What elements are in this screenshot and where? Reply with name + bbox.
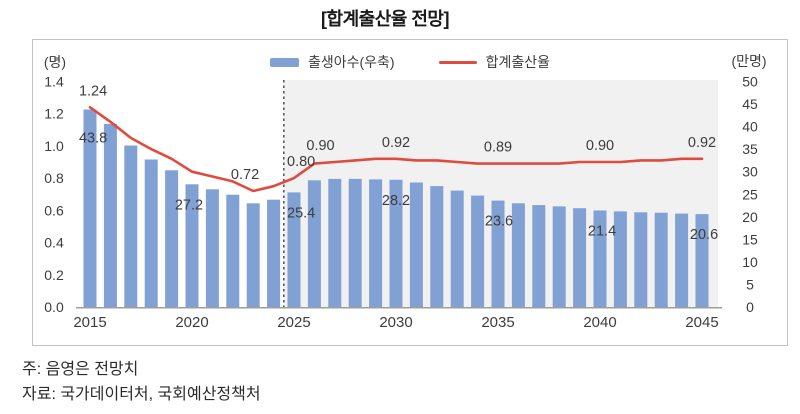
legend-line-label: 합계출산율 [485, 54, 550, 70]
chart-frame [32, 39, 788, 346]
chart-source: 자료: 국가데이터처, 국회예산정책처 [22, 386, 261, 403]
line-series-swatch-icon [438, 60, 477, 64]
legend-item-fertility: 합계출산율 [438, 52, 550, 72]
legend-bar-label: 출생아수(우축) [307, 54, 395, 70]
legend-item-births: 출생아수(우축) [269, 52, 395, 72]
chart-legend: 출생아수(우축) 합계출산율 [32, 52, 788, 72]
chart-title: [합계출산율 전망] [321, 9, 449, 29]
chart-note: 주: 음영은 전망치 [22, 361, 139, 378]
bar-series-swatch-icon [269, 57, 299, 67]
